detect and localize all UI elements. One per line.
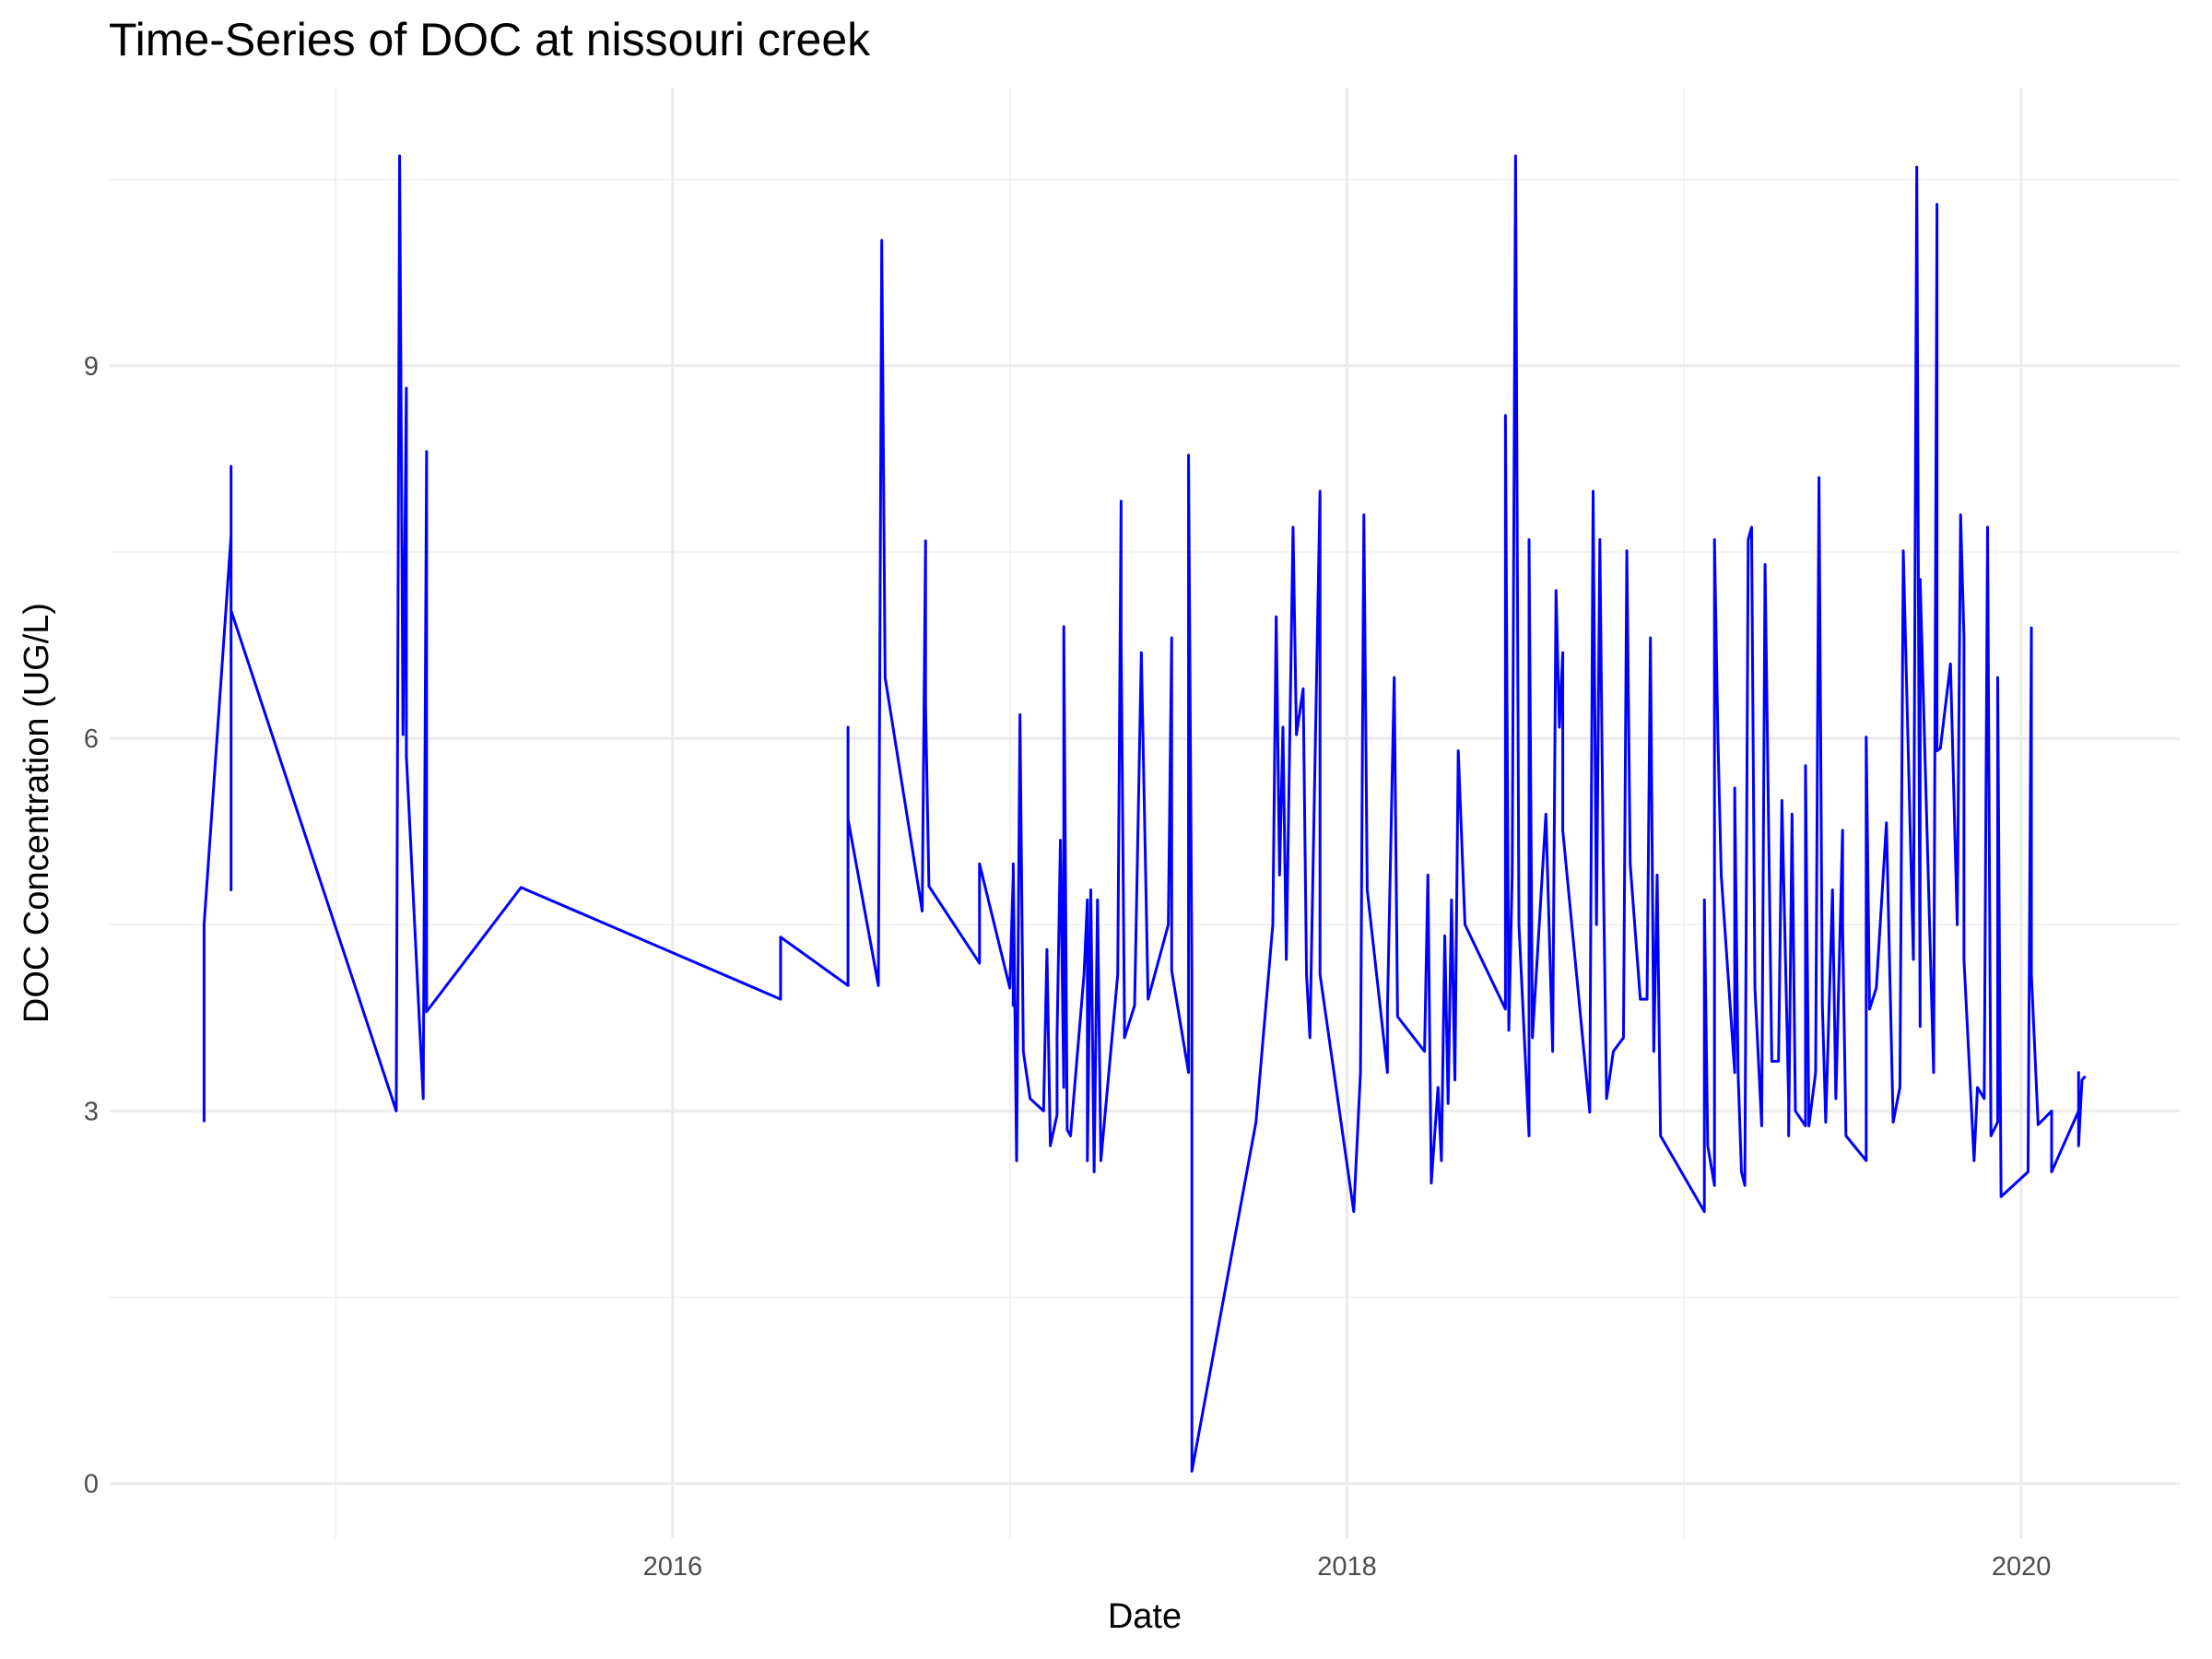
- x-axis-title: Date: [1108, 1597, 1182, 1636]
- y-tick-label: 3: [84, 1097, 99, 1126]
- y-axis-title: DOC Concentration (UG/L): [18, 603, 56, 1023]
- x-tick-label: 2018: [1317, 1552, 1377, 1582]
- chart-title: Time-Series of DOC at nissouri creek: [109, 14, 871, 65]
- grid: 0 3 6 9 2016 2018 2020: [84, 88, 2180, 1582]
- y-tick-label: 9: [84, 352, 99, 382]
- x-tick-label: 2016: [643, 1552, 703, 1582]
- plot-area: [202, 154, 2087, 1473]
- y-tick-label: 6: [84, 724, 99, 754]
- data-line: [202, 154, 2087, 1473]
- x-tick-label: 2020: [1992, 1552, 2052, 1582]
- y-tick-label: 0: [84, 1470, 99, 1500]
